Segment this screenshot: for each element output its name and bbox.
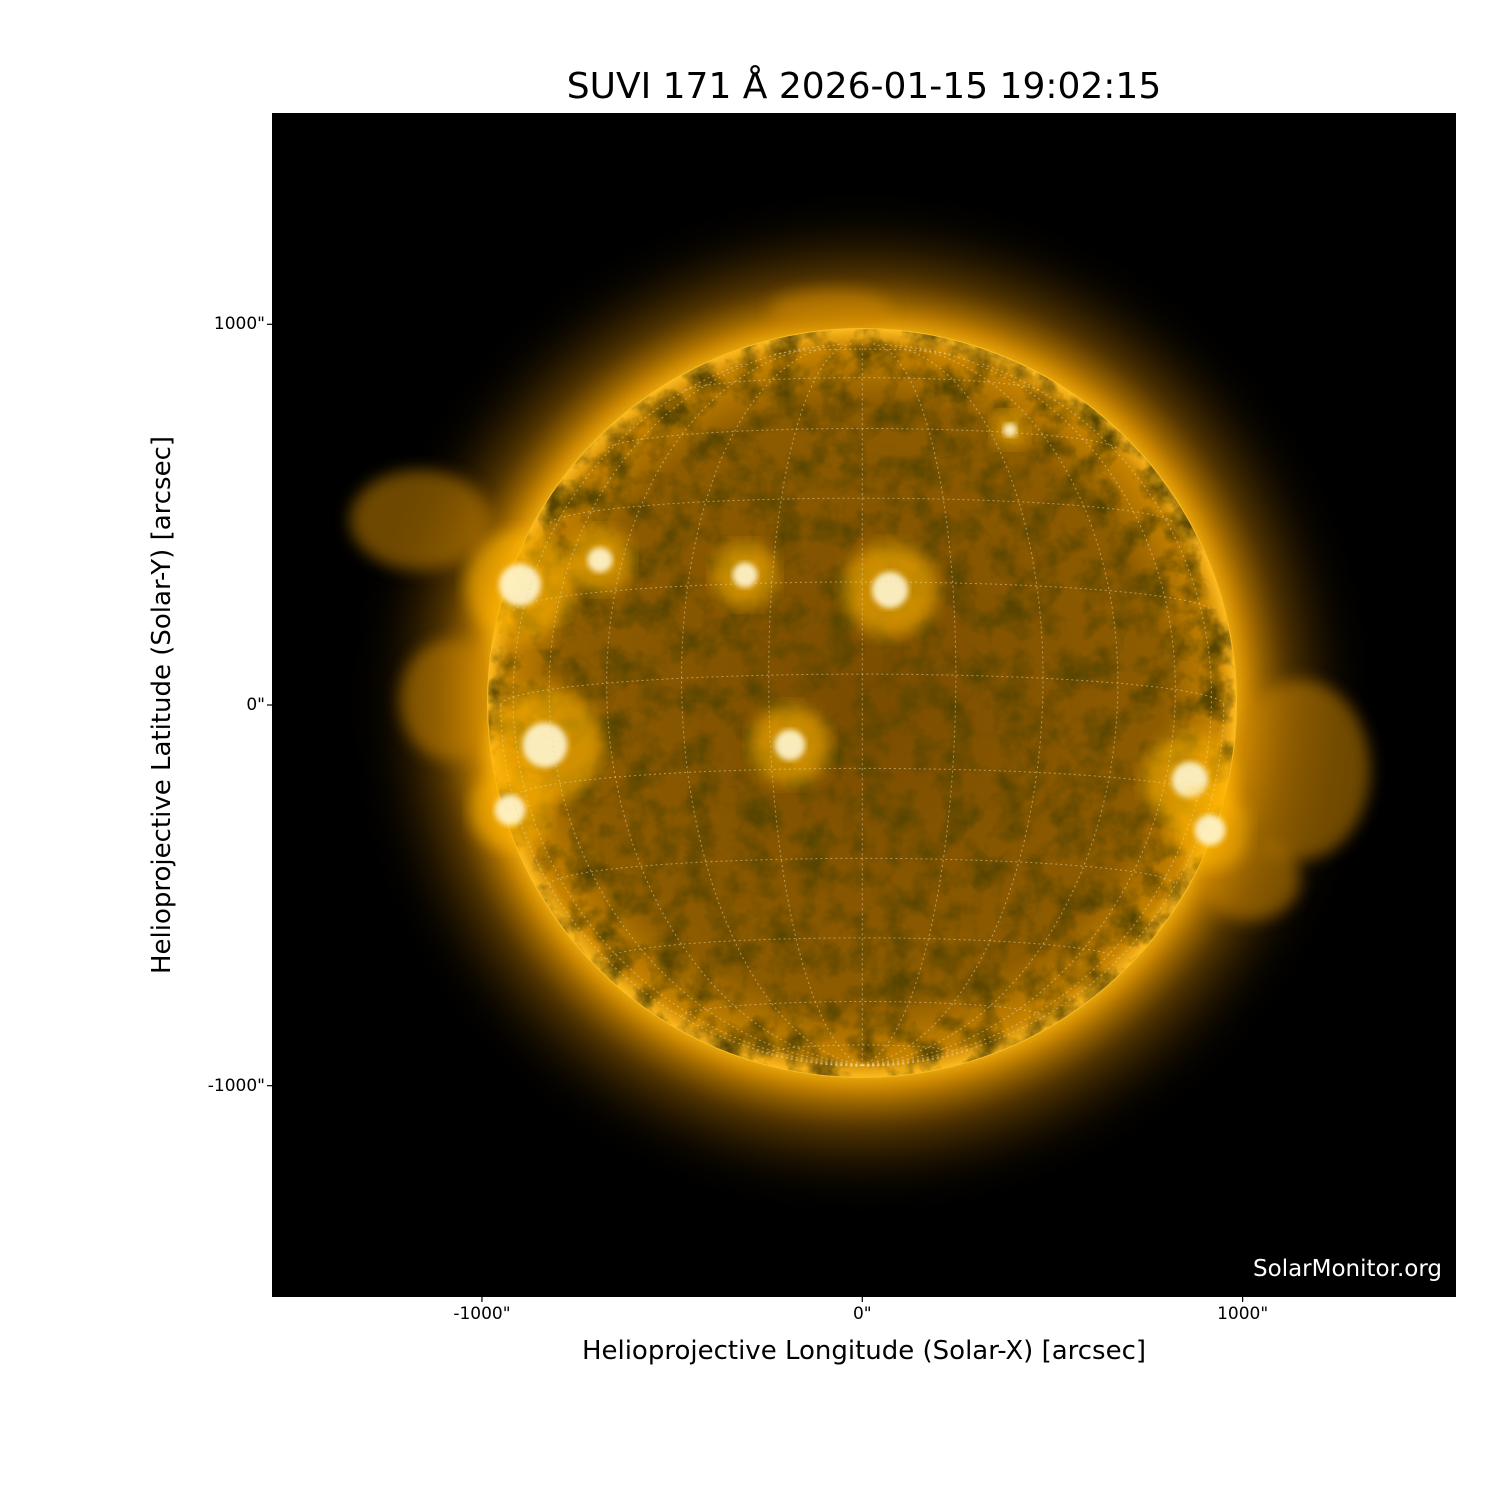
longitude-line <box>512 363 863 1066</box>
watermark: SolarMonitor.org <box>1253 1256 1442 1282</box>
y-tick-label: 0" <box>246 695 265 715</box>
longitude-line <box>862 347 1176 1066</box>
active-region <box>1171 761 1209 799</box>
active-region <box>871 571 909 609</box>
chart-title: SUVI 171 Å 2026-01-15 19:02:15 <box>566 66 1162 107</box>
heliographic-grid <box>500 343 1225 1067</box>
x-axis-label: Helioprojective Longitude (Solar-X) [arc… <box>581 1336 1147 1366</box>
disk-texture <box>488 329 1236 1077</box>
active-region <box>587 547 613 573</box>
active-region <box>1003 423 1017 437</box>
longitude-line <box>768 343 863 1066</box>
longitude-line <box>862 1049 971 1066</box>
x-tick-label: 0" <box>852 1304 872 1324</box>
longitude-line <box>548 347 863 1066</box>
active-region <box>732 562 758 588</box>
longitude-line <box>862 343 1044 1066</box>
latitude-line <box>681 1001 1044 1018</box>
y-axis-label: Helioprojective Latitude (Solar-Y) [arcs… <box>147 435 177 975</box>
longitude-line <box>862 343 957 1066</box>
active-region <box>499 564 541 606</box>
active-region <box>774 729 806 761</box>
active-region <box>522 722 568 768</box>
latitude-line <box>549 497 1175 524</box>
latitude-line <box>768 1044 957 1054</box>
longitude-line <box>680 343 863 1066</box>
coronal-loop-glow <box>1230 680 1370 860</box>
latitude-line <box>606 937 1119 960</box>
latitude-line <box>512 767 1212 799</box>
longitude-line <box>862 1064 869 1067</box>
longitude-line <box>862 363 1213 1066</box>
longitude-line <box>862 344 1119 1066</box>
x-tick-label: 1000" <box>1217 1304 1269 1324</box>
x-tick-label: -1000" <box>453 1304 511 1324</box>
latitude-line <box>512 581 1212 611</box>
active-region <box>1194 814 1226 846</box>
y-tick-label: 1000" <box>213 314 265 335</box>
coronal-loop-glow <box>770 290 890 330</box>
active-region <box>494 794 526 826</box>
coronal-loop-glow <box>400 640 500 760</box>
y-tick-label: -1000" <box>207 1075 265 1096</box>
longitude-line <box>754 1049 863 1066</box>
coronal-loop-glow <box>350 470 490 570</box>
longitude-line <box>606 344 863 1066</box>
